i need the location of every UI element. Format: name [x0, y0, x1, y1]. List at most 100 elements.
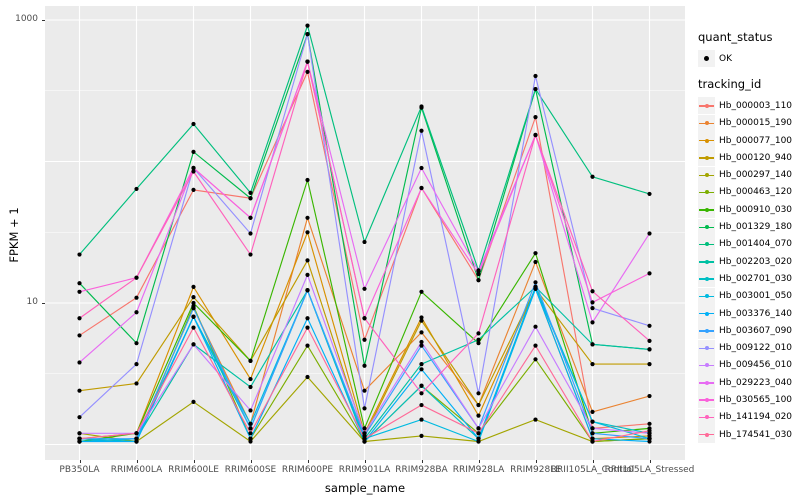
data-point [248, 231, 253, 236]
data-point [533, 86, 538, 92]
data-point [305, 215, 310, 220]
legend-key [698, 97, 715, 115]
data-point [362, 316, 367, 321]
data-point [248, 408, 253, 413]
data-point [305, 31, 310, 37]
data-point [362, 337, 367, 342]
x-tick-label: RRIM928LE [510, 465, 561, 475]
data-point [248, 196, 253, 201]
plot-panel [45, 6, 685, 460]
legend-label: Hb_000910_030 [719, 204, 793, 215]
data-point [647, 436, 652, 441]
data-point [362, 436, 367, 441]
legend-label: Hb_002203_020 [719, 256, 793, 267]
data-point [419, 391, 424, 396]
point-icon [704, 294, 709, 299]
legend-item: Hb_001404_070 [698, 235, 798, 253]
data-point [647, 393, 652, 399]
x-tick-mark [136, 460, 138, 463]
legend-key [698, 235, 715, 253]
data-point [590, 320, 595, 325]
legend-label: Hb_003001_050 [719, 291, 793, 302]
data-point [647, 271, 652, 276]
legend-label: OK [719, 53, 732, 64]
legend-label: Hb_029223_040 [719, 377, 793, 388]
data-point [533, 343, 538, 348]
data-point [77, 316, 82, 321]
x-tick-label: RRIM600LE [168, 465, 219, 475]
data-point [305, 343, 310, 348]
data-point [647, 421, 652, 426]
data-point [533, 114, 538, 120]
y-tick-mark [42, 303, 45, 304]
point-icon [704, 138, 709, 143]
legend-item: Hb_000120_940 [698, 149, 798, 167]
data-point [77, 388, 82, 393]
point-icon [704, 346, 709, 351]
legend-key [698, 426, 715, 444]
data-point [305, 258, 310, 263]
data-point [533, 259, 538, 265]
x-tick-label: RRIM928LA [452, 465, 505, 475]
legend-items: Hb_000003_110 Hb_000015_190 Hb_000077_100 H… [698, 97, 798, 444]
data-point [419, 417, 424, 422]
legend-item: Hb_001329_180 [698, 218, 798, 236]
point-icon [704, 173, 709, 178]
y-tick-mark [42, 20, 45, 21]
data-point [248, 384, 253, 390]
point-icon [704, 432, 709, 437]
legend-label: Hb_174541_030 [719, 429, 793, 440]
data-point [191, 314, 196, 319]
data-point [533, 324, 538, 329]
legend-label: Hb_141194_020 [719, 412, 793, 423]
data-point [191, 342, 196, 347]
x-tick-label: RRIM600PE [281, 465, 334, 475]
x-tick-mark [250, 460, 252, 463]
legend-item: Hb_000015_190 [698, 114, 798, 132]
data-point [533, 280, 538, 285]
legend-item: Hb_000910_030 [698, 201, 798, 219]
legend-label: Hb_002701_030 [719, 273, 793, 284]
data-point [191, 295, 196, 300]
data-point [647, 231, 652, 236]
y-tick-label: 10 [26, 297, 38, 307]
x-axis-title: sample_name [324, 481, 406, 495]
data-point [647, 191, 652, 197]
data-point [77, 431, 82, 436]
legend-label: Hb_000003_110 [719, 100, 793, 111]
data-point [305, 230, 310, 235]
legend-label: Hb_009456_010 [719, 360, 793, 371]
data-point [419, 361, 424, 367]
x-tick-label: RRII105LA_Stressed [604, 465, 695, 475]
data-point [419, 289, 424, 294]
x-tick-label: RRIM600SE [224, 465, 277, 475]
legend-item: Hb_003607_090 [698, 322, 798, 340]
legend-label: Hb_009122_010 [719, 343, 793, 354]
data-point [191, 149, 196, 154]
data-point [419, 339, 424, 345]
data-point [647, 323, 652, 328]
data-point [77, 415, 82, 420]
legend-key [698, 287, 715, 305]
data-point [590, 409, 595, 414]
data-point [191, 325, 196, 330]
data-point [134, 310, 139, 315]
data-point [419, 367, 424, 372]
data-point [305, 316, 310, 321]
data-point [191, 399, 196, 405]
data-point [476, 431, 481, 436]
legend-key [698, 408, 715, 426]
point-icon [704, 121, 709, 126]
data-point [77, 281, 82, 286]
legend-key [698, 183, 715, 201]
x-tick-label: RRIM928BA [395, 465, 448, 475]
legend-label: Hb_000077_100 [719, 135, 793, 146]
data-point [248, 190, 253, 195]
data-point [134, 436, 139, 441]
x-tick-mark [79, 460, 81, 463]
legend-item: Hb_009122_010 [698, 339, 798, 357]
legend-label: Hb_000120_940 [719, 152, 793, 163]
data-point [134, 295, 139, 300]
legend-label: Hb_000015_190 [719, 118, 793, 129]
